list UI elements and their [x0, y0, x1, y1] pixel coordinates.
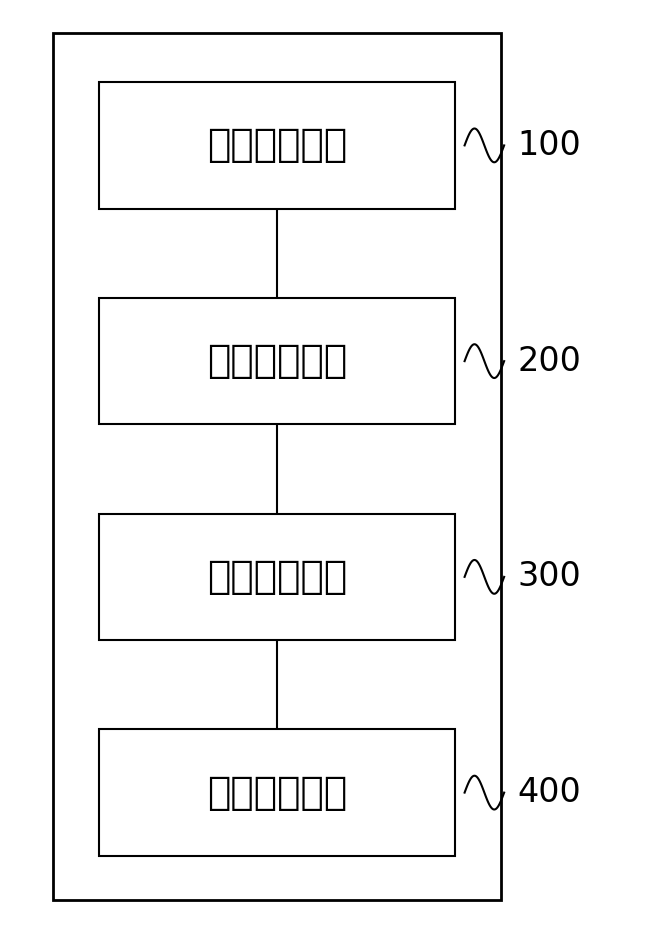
FancyBboxPatch shape	[53, 33, 501, 900]
FancyBboxPatch shape	[99, 730, 455, 855]
Text: 第一获取模块: 第一获取模块	[207, 127, 347, 164]
FancyBboxPatch shape	[99, 298, 455, 424]
Text: 400: 400	[517, 776, 581, 809]
Text: 200: 200	[517, 344, 581, 378]
Text: 300: 300	[517, 560, 581, 594]
Text: 100: 100	[517, 129, 581, 162]
Text: 速率确定模块: 速率确定模块	[207, 558, 347, 596]
Text: 频率调整模块: 频率调整模块	[207, 774, 347, 811]
FancyBboxPatch shape	[99, 83, 455, 209]
Text: 第一判断模块: 第一判断模块	[207, 342, 347, 380]
FancyBboxPatch shape	[99, 514, 455, 640]
